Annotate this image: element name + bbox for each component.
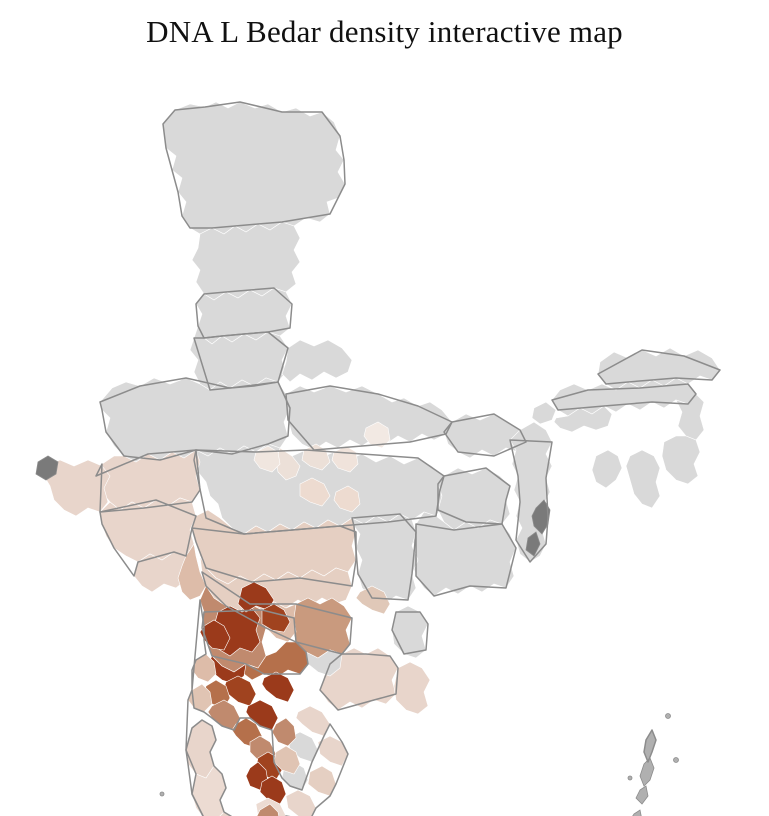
india-choropleth-map[interactable] bbox=[0, 52, 769, 816]
districts-no-data-northeast[interactable] bbox=[552, 348, 720, 508]
page-title: DNA L Bedar density interactive map bbox=[146, 14, 623, 49]
districts-karnataka-hotspot[interactable] bbox=[188, 582, 308, 804]
state-boundaries bbox=[96, 102, 720, 816]
districts-no-data-east[interactable] bbox=[352, 402, 556, 604]
districts-no-data-north[interactable] bbox=[163, 102, 352, 390]
dark-gray-coastal-strips bbox=[526, 500, 550, 556]
districts-no-data-center[interactable] bbox=[100, 378, 526, 534]
map-container[interactable] bbox=[0, 52, 769, 816]
districts-shaded-tamilnadu-kerala[interactable] bbox=[186, 706, 348, 816]
